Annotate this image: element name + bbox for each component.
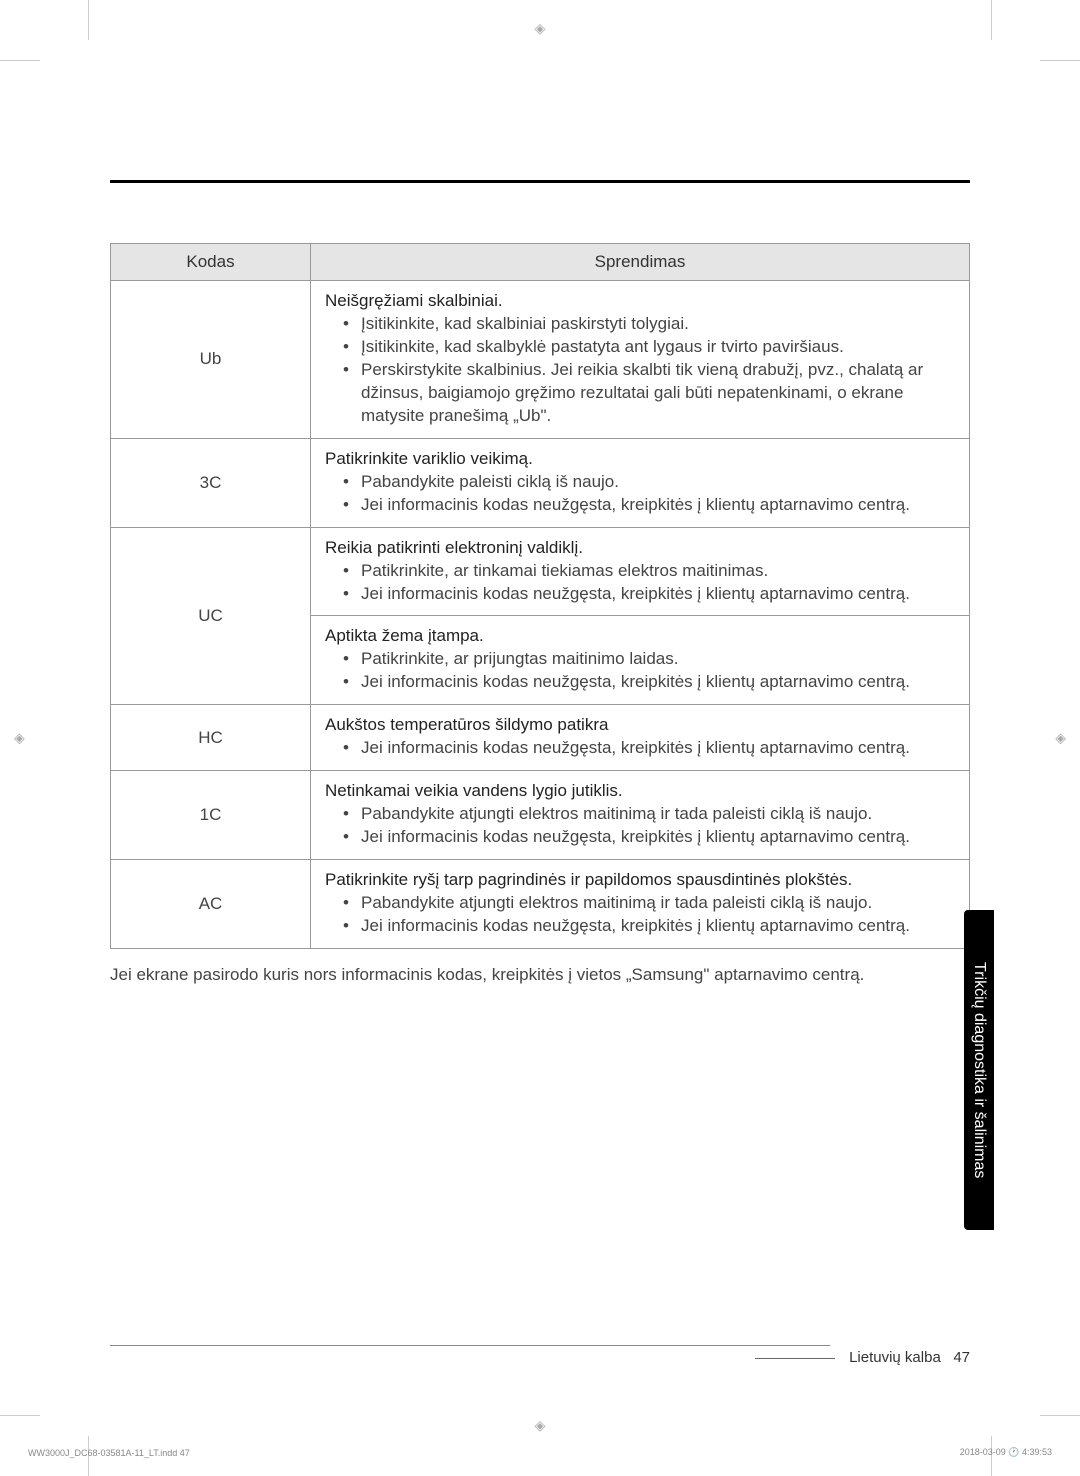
crop-mark-icon: ◈ bbox=[1055, 730, 1066, 747]
after-table-text: Jei ekrane pasirodo kuris nors informaci… bbox=[110, 963, 970, 987]
list-item: Pabandykite paleisti ciklą iš naujo. bbox=[343, 471, 955, 494]
solution-cell: Patikrinkite ryšį tarp pagrindinės ir pa… bbox=[311, 860, 970, 949]
section-title: Patikrinkite variklio veikimą. bbox=[325, 449, 955, 469]
header-code: Kodas bbox=[111, 244, 311, 281]
code-cell: AC bbox=[111, 860, 311, 949]
section-title: Aptikta žema įtampa. bbox=[325, 626, 955, 646]
section-title: Netinkamai veikia vandens lygio jutiklis… bbox=[325, 781, 955, 801]
list-item: Jei informacinis kodas neužgęsta, kreipk… bbox=[343, 494, 955, 517]
table-row: 3C Patikrinkite variklio veikimą. Paband… bbox=[111, 438, 970, 527]
table-row: Ub Neišgręžiami skalbiniai. Įsitikinkite… bbox=[111, 281, 970, 439]
crop-mark-icon: ◈ bbox=[14, 730, 25, 747]
section-title: Neišgręžiami skalbiniai. bbox=[325, 291, 955, 311]
header-solution: Sprendimas bbox=[311, 244, 970, 281]
code-cell: 1C bbox=[111, 771, 311, 860]
top-rule bbox=[110, 180, 970, 183]
list-item: Jei informacinis kodas neužgęsta, kreipk… bbox=[343, 737, 955, 760]
code-cell: UC bbox=[111, 527, 311, 705]
page-footer: Lietuvių kalba 47 bbox=[755, 1349, 970, 1366]
print-footer-left: WW3000J_DC68-03581A-11_LT.indd 47 bbox=[28, 1448, 190, 1458]
code-cell: HC bbox=[111, 705, 311, 771]
solution-cell: Patikrinkite variklio veikimą. Pabandyki… bbox=[311, 438, 970, 527]
side-tab: Trikčių diagnostika ir šalinimas bbox=[964, 910, 994, 1230]
solution-cell: Neišgręžiami skalbiniai. Įsitikinkite, k… bbox=[311, 281, 970, 439]
section-title: Patikrinkite ryšį tarp pagrindinės ir pa… bbox=[325, 870, 955, 890]
crop-mark-icon: ◈ bbox=[535, 1417, 546, 1434]
footer-language: Lietuvių kalba bbox=[849, 1349, 941, 1366]
table-row: HC Aukštos temperatūros šildymo patikra … bbox=[111, 705, 970, 771]
table-row: UC Reikia patikrinti elektroninį valdikl… bbox=[111, 527, 970, 616]
list-item: Pabandykite atjungti elektros maitinimą … bbox=[343, 803, 955, 826]
list-item: Patikrinkite, ar tinkamai tiekiamas elek… bbox=[343, 560, 955, 583]
list-item: Įsitikinkite, kad skalbiniai paskirstyti… bbox=[343, 313, 955, 336]
footer-rule bbox=[110, 1345, 830, 1346]
table-row: AC Patikrinkite ryšį tarp pagrindinės ir… bbox=[111, 860, 970, 949]
list-item: Jei informacinis kodas neužgęsta, kreipk… bbox=[343, 583, 955, 606]
list-item: Patikrinkite, ar prijungtas maitinimo la… bbox=[343, 648, 955, 671]
solution-cell: Aukštos temperatūros šildymo patikra Jei… bbox=[311, 705, 970, 771]
section-title: Aukštos temperatūros šildymo patikra bbox=[325, 715, 955, 735]
section-title: Reikia patikrinti elektroninį valdiklį. bbox=[325, 538, 955, 558]
crop-mark-icon: ◈ bbox=[535, 20, 546, 37]
solution-cell: Aptikta žema įtampa. Patikrinkite, ar pr… bbox=[311, 616, 970, 705]
code-cell: Ub bbox=[111, 281, 311, 439]
print-footer-right: 2018-03-09 🕐 4:39:53 bbox=[960, 1447, 1052, 1458]
list-item: Jei informacinis kodas neužgęsta, kreipk… bbox=[343, 915, 955, 938]
error-codes-table: Kodas Sprendimas Ub Neišgręžiami skalbin… bbox=[110, 243, 970, 949]
solution-cell: Reikia patikrinti elektroninį valdiklį. … bbox=[311, 527, 970, 616]
list-item: Pabandykite atjungti elektros maitinimą … bbox=[343, 892, 955, 915]
solution-cell: Netinkamai veikia vandens lygio jutiklis… bbox=[311, 771, 970, 860]
code-cell: 3C bbox=[111, 438, 311, 527]
list-item: Įsitikinkite, kad skalbyklė pastatyta an… bbox=[343, 336, 955, 359]
table-row: 1C Netinkamai veikia vandens lygio jutik… bbox=[111, 771, 970, 860]
list-item: Jei informacinis kodas neužgęsta, kreipk… bbox=[343, 826, 955, 849]
list-item: Perskirstykite skalbinius. Jei reikia sk… bbox=[343, 359, 955, 428]
footer-page: 47 bbox=[953, 1349, 970, 1366]
list-item: Jei informacinis kodas neužgęsta, kreipk… bbox=[343, 671, 955, 694]
